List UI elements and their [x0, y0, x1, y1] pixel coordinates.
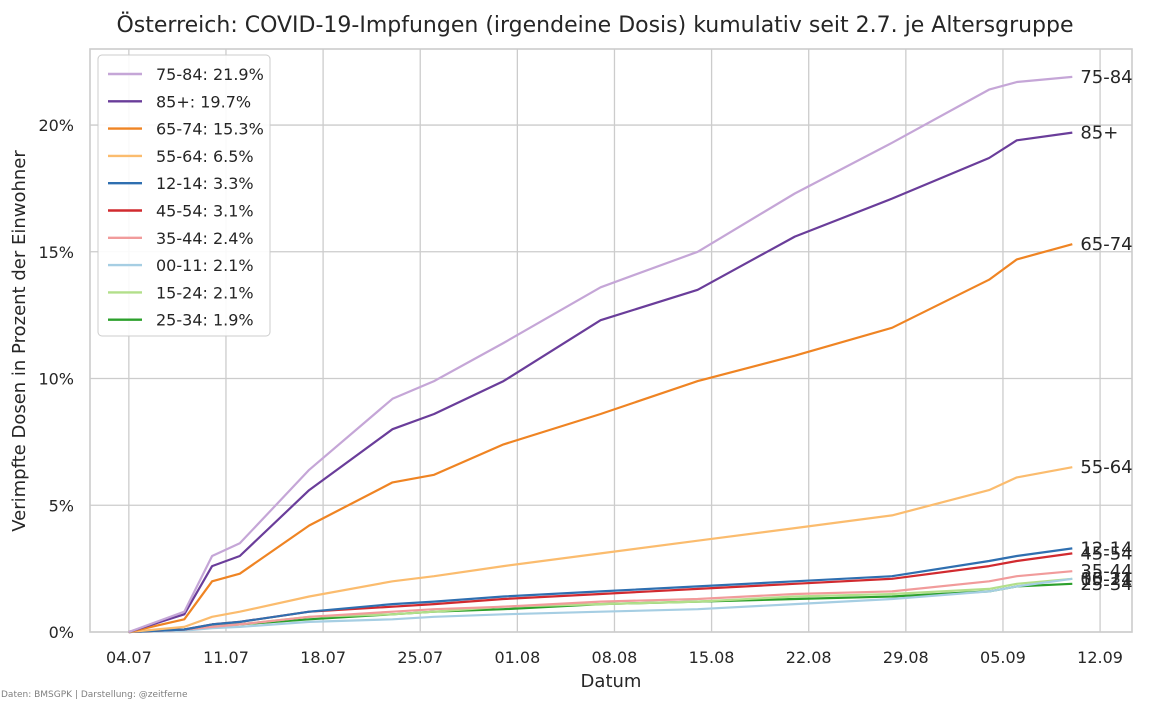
x-tick-label: 08.08	[592, 648, 638, 667]
end-label-15-24: 15-24	[1080, 569, 1132, 590]
legend-entry-00-11: 00-11: 2.1%	[156, 256, 254, 275]
series-line-75-84	[128, 75, 1073, 634]
end-label-12-14: 12-14	[1080, 538, 1132, 559]
legend-entry-15-24: 15-24: 2.1%	[156, 283, 254, 302]
legend-entry-85+: 85+: 19.7%	[156, 92, 251, 111]
y-axis-ticks: 0% 5% 10% 15% 20%	[38, 116, 74, 642]
x-tick-label: 05.09	[980, 648, 1026, 667]
series-lines	[128, 75, 1073, 634]
series-line-55-64	[128, 466, 1073, 634]
series-line-85+	[128, 131, 1073, 634]
y-tick-label: 5%	[49, 496, 74, 515]
x-axis-label: Datum	[581, 671, 642, 692]
y-tick-label: 15%	[38, 243, 74, 262]
legend-entry-35-44: 35-44: 2.4%	[156, 229, 254, 248]
end-label-55-64: 55-64	[1080, 457, 1132, 478]
y-axis-label: Verimpfte Dosen in Prozent der Einwohner	[9, 150, 30, 532]
end-label-85+: 85+	[1080, 123, 1118, 144]
x-tick-label: 18.07	[300, 648, 346, 667]
end-label-75-84: 75-84	[1080, 67, 1132, 88]
legend-entry-55-64: 55-64: 6.5%	[156, 147, 254, 166]
x-axis-ticks: 04.07 11.07 18.07 25.07 01.08 08.08 15.08 22.08…	[106, 648, 1123, 667]
end-label-65-74: 65-74	[1080, 234, 1132, 255]
legend-entry-45-54: 45-54: 3.1%	[156, 202, 254, 221]
legend-entry-75-84: 75-84: 21.9%	[156, 65, 264, 84]
chart-title: Österreich: COVID-19-Impfungen (irgendei…	[116, 12, 1073, 38]
end-label-00-11: 00-11	[1080, 569, 1132, 590]
legend-entry-12-14: 12-14: 3.3%	[156, 174, 254, 193]
end-label-35-44: 35-44	[1080, 561, 1132, 582]
y-tick-label: 0%	[49, 623, 74, 642]
series-line-12-14	[128, 547, 1073, 634]
x-tick-label: 22.08	[786, 648, 832, 667]
series-line-00-11	[128, 577, 1073, 634]
legend-entry-65-74: 65-74: 15.3%	[156, 120, 264, 139]
x-tick-label: 12.09	[1077, 648, 1123, 667]
series-line-35-44	[128, 570, 1073, 634]
x-tick-label: 15.08	[689, 648, 735, 667]
legend-entry-25-34: 25-34: 1.9%	[156, 311, 254, 330]
x-tick-label: 29.08	[883, 648, 929, 667]
x-tick-label: 11.07	[203, 648, 249, 667]
x-tick-label: 04.07	[106, 648, 152, 667]
legend: 75-84: 21.9% 85+: 19.7% 65-74: 15.3% 55-64:…	[97, 54, 271, 337]
x-tick-label: 01.08	[494, 648, 540, 667]
end-label-45-54: 45-54	[1080, 543, 1132, 564]
y-tick-label: 20%	[38, 116, 74, 135]
grid-lines	[90, 49, 1132, 633]
source-note: Daten: BMSGPK | Darstellung: @zeitferne	[1, 690, 188, 700]
series-line-65-74	[128, 243, 1073, 634]
series-end-labels: 75-84 85+ 65-74 55-64 12-1445-5435-4400-1115…	[1080, 67, 1132, 595]
y-tick-label: 10%	[38, 370, 74, 389]
x-tick-label: 25.07	[397, 648, 443, 667]
end-label-25-34: 25-34	[1080, 574, 1132, 595]
